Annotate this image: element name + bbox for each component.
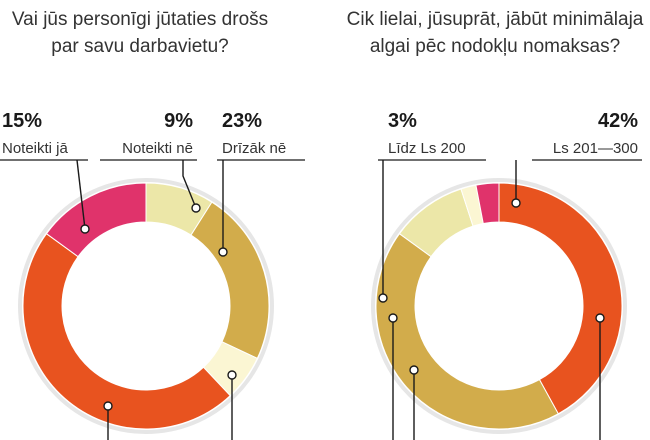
chart1-title-line1: Vai jūs personīgi jūtaties drošs bbox=[12, 9, 268, 30]
chart2-label-201-300: Ls 201—300 bbox=[553, 140, 638, 157]
chart2-dot-lidz-200 bbox=[378, 293, 388, 303]
chart1-label-noteikti-ne: Noteikti nē bbox=[122, 140, 193, 157]
chart2-dot-201-300 bbox=[511, 198, 521, 208]
chart1-leader-noteikti-ja bbox=[76, 159, 86, 230]
chart1-ring-shadow bbox=[18, 178, 274, 434]
chart1-pct-noteikti-ja: 15% bbox=[2, 110, 42, 132]
chart1-title-line2: par savu darbavietu? bbox=[51, 36, 228, 57]
chart1-dot-light-segment bbox=[227, 370, 237, 380]
chart1-dot-noteikti-ja bbox=[80, 224, 90, 234]
chart1-dot-noteikti-ne bbox=[191, 203, 201, 213]
chart2-ring-shadow bbox=[371, 178, 627, 434]
chart2-title-line2: algai pēc nodokļu nomaksas? bbox=[370, 36, 620, 57]
chart1-donut bbox=[18, 178, 274, 434]
chart2-slice-0 bbox=[498, 182, 623, 415]
chart2-label-lidz-200: Līdz Ls 200 bbox=[388, 140, 466, 157]
chart1-leader-noteikti-ne bbox=[182, 160, 197, 209]
chart1-pct-drizak-ne: 23% bbox=[222, 110, 262, 132]
chart1-label-drizak-ne: Drīzāk nē bbox=[222, 140, 286, 157]
chart2-donut bbox=[371, 178, 627, 434]
chart2-pct-lidz-200: 3% bbox=[388, 110, 417, 132]
chart2-slice-4 bbox=[475, 182, 500, 225]
chart2-dot-gold-segment bbox=[595, 313, 605, 323]
chart1-dot-orange-segment bbox=[103, 401, 113, 411]
chart2-title-line1: Cik lielai, jūsuprāt, jābūt minimālaja bbox=[347, 9, 644, 30]
chart2-pct-201-300: 42% bbox=[598, 110, 638, 132]
chart2-dot-lightest-segment bbox=[388, 313, 398, 323]
chart1-slice-4 bbox=[45, 182, 147, 258]
chart2-dot-light-segment bbox=[409, 365, 419, 375]
chart1-slice-1 bbox=[190, 201, 270, 360]
chart1-label-noteikti-ja: Noteikti jā bbox=[2, 140, 69, 157]
chart1-slice-3 bbox=[22, 233, 231, 430]
chart1-dot-drizak-ne bbox=[218, 247, 228, 257]
chart2-slice-1 bbox=[375, 233, 559, 430]
chart1-pct-noteikti-ne: 9% bbox=[164, 110, 193, 132]
